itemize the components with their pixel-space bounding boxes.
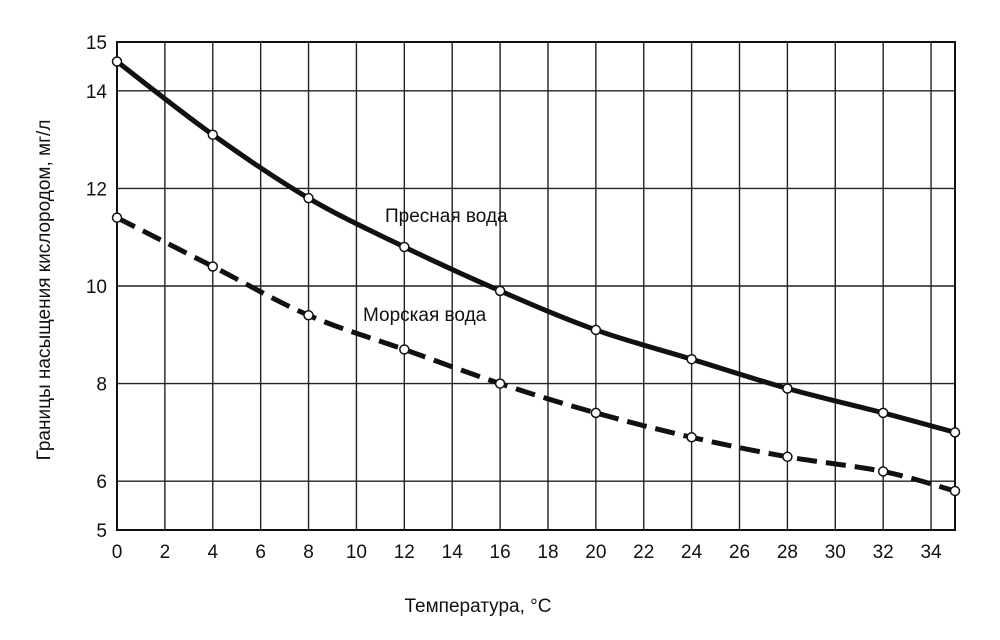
data-points: [111, 56, 961, 497]
x-tick-label: 32: [873, 542, 894, 563]
data-point: [877, 407, 889, 419]
x-tick-label: 28: [777, 542, 798, 563]
x-tick-label: 4: [207, 542, 218, 563]
x-tick-label: 8: [303, 542, 314, 563]
y-tick-label: 6: [96, 472, 107, 493]
x-tick-label: 14: [442, 542, 464, 563]
y-tick-label: 10: [86, 277, 107, 298]
data-point: [590, 324, 602, 336]
data-point: [949, 427, 961, 438]
y-tick-label: 15: [86, 33, 107, 54]
x-tick-label: 20: [585, 542, 606, 563]
y-ticks: 5 6 8 10 12 14 15: [86, 33, 108, 542]
x-tick-label: 2: [160, 542, 171, 563]
data-point: [877, 466, 889, 477]
data-point: [111, 56, 123, 67]
data-point: [399, 241, 410, 253]
x-axis-label: Температура, °С: [405, 596, 552, 617]
data-point: [590, 407, 602, 419]
x-tick-label: 16: [490, 542, 511, 563]
data-point: [686, 432, 697, 443]
y-tick-label: 14: [86, 82, 108, 103]
series-line-1: [115, 215, 956, 494]
x-tick-label: 22: [633, 542, 654, 563]
data-point: [111, 212, 123, 223]
data-point: [494, 285, 506, 297]
x-tick-label: 18: [537, 542, 558, 563]
series-label-sea-water: Морская вода: [363, 305, 487, 326]
data-point: [303, 192, 314, 204]
data-point: [949, 485, 961, 497]
data-point: [399, 344, 410, 355]
data-point: [782, 451, 793, 463]
x-tick-label: 10: [346, 542, 367, 563]
data-point: [782, 383, 793, 394]
x-ticks: 0 2 4 6 8 10 12 14 16 18 20 22 24 26 28 30 32 34: [112, 542, 942, 563]
x-tick-label: 34: [920, 542, 942, 563]
y-tick-label: 5: [96, 521, 107, 542]
y-axis-label: Границы насыщения кислородом, мг/л: [34, 120, 55, 461]
data-point: [686, 353, 697, 365]
x-tick-label: 0: [112, 542, 123, 563]
y-tick-label: 8: [96, 375, 107, 396]
series-line-0: [115, 59, 956, 435]
data-point: [303, 310, 314, 321]
data-point: [494, 378, 506, 389]
series-lines: [115, 59, 956, 494]
data-point: [207, 261, 219, 272]
x-tick-label: 26: [729, 542, 750, 563]
x-tick-label: 24: [681, 542, 703, 563]
x-tick-label: 6: [255, 542, 266, 563]
series-label-fresh-water: Пресная вода: [385, 206, 508, 227]
y-tick-label: 12: [86, 179, 107, 200]
grid: [116, 41, 956, 531]
x-tick-label: 12: [394, 542, 415, 563]
x-tick-label: 30: [825, 542, 846, 563]
data-point: [207, 129, 219, 140]
